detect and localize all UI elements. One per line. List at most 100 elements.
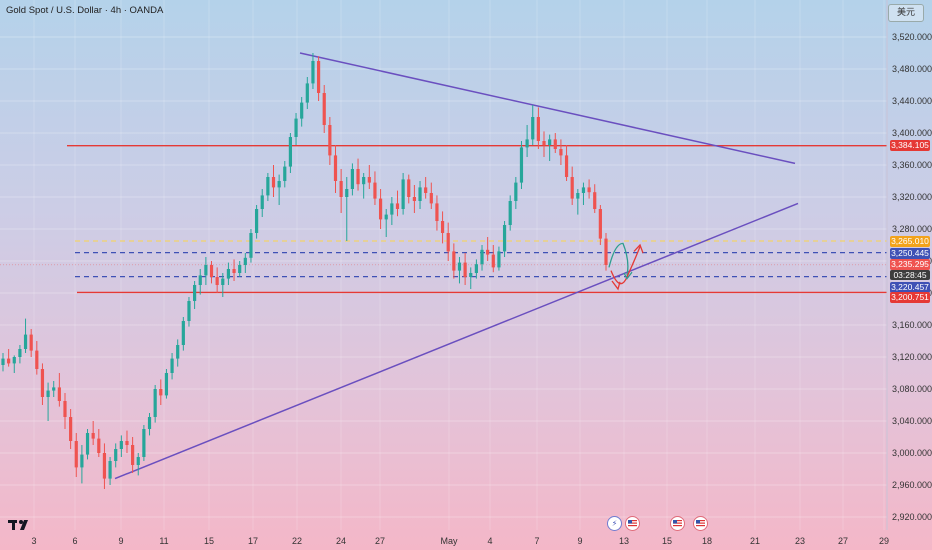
candle-body: [85, 433, 90, 455]
candle-body: [204, 265, 208, 276]
candle: [316, 56, 321, 101]
candle-body: [328, 125, 332, 156]
trendlines: [114, 52, 799, 480]
date-tick-label: 27: [375, 536, 385, 546]
candle: [294, 113, 298, 145]
candle: [170, 353, 174, 380]
candle-body: [412, 197, 416, 201]
candle-body: [486, 249, 490, 255]
candle-body: [519, 147, 524, 183]
candle-body: [266, 177, 270, 196]
candle-body: [125, 441, 129, 445]
candle-body: [587, 187, 591, 193]
candle-body: [367, 177, 371, 183]
candle-body: [548, 139, 552, 145]
candle: [384, 209, 388, 237]
candle-body: [57, 387, 61, 401]
candle: [176, 339, 180, 367]
candle-body: [170, 358, 174, 373]
candle-body: [271, 177, 276, 188]
candle-body: [480, 249, 484, 265]
time-axis[interactable]: 3 6 9 11 15 17 22 24 27 May 4 7 9 13 15 18 21 23 27 29: [31, 536, 889, 546]
candle: [226, 262, 231, 285]
candle: [395, 190, 400, 217]
candle-body: [226, 269, 231, 279]
candle-body: [356, 169, 360, 185]
candle: [339, 169, 343, 213]
price-tag-upper-blue: 3,250.445: [890, 248, 930, 259]
currency-button[interactable]: 美元: [888, 4, 924, 22]
candle-body: [350, 169, 355, 189]
candle: [114, 443, 118, 468]
candle-body: [153, 389, 157, 417]
candle-body: [232, 269, 236, 273]
price-tick-label: 3,520.000: [892, 32, 932, 42]
candle-body: [102, 453, 107, 479]
candle: [97, 429, 101, 457]
tradingview-logo-icon[interactable]: [8, 518, 34, 532]
us-flag-icon[interactable]: [693, 516, 708, 531]
candle: [407, 174, 411, 204]
candle: [1, 353, 5, 372]
candle-body: [176, 345, 180, 359]
candle: [548, 134, 552, 161]
candle: [7, 349, 11, 367]
candle-body: [12, 357, 16, 364]
candle: [125, 430, 129, 453]
candle: [463, 253, 467, 285]
price-tick-label: 3,320.000: [892, 192, 932, 202]
candle-body: [221, 278, 225, 285]
price-tag-current: 3,235.295: [890, 259, 930, 270]
candle: [221, 273, 225, 297]
candle: [311, 53, 315, 89]
candle: [164, 369, 169, 399]
candle-body: [457, 262, 462, 271]
candle: [198, 269, 202, 295]
candle-body: [502, 225, 507, 252]
candle: [424, 177, 428, 199]
candle-body: [238, 265, 242, 273]
candle: [356, 158, 360, 191]
candle: [69, 409, 73, 449]
candle: [570, 166, 574, 205]
candle-body: [531, 117, 535, 140]
candle-body: [469, 273, 473, 277]
date-tick-label: 15: [662, 536, 672, 546]
us-flag-icon[interactable]: [625, 516, 640, 531]
candle: [102, 443, 107, 489]
candle: [119, 435, 123, 457]
candle: [181, 317, 185, 351]
candle: [322, 85, 326, 133]
candle: [283, 161, 287, 188]
candle: [85, 429, 90, 460]
us-flag-icon[interactable]: [670, 516, 685, 531]
candle: [553, 133, 557, 153]
candle: [204, 257, 208, 285]
candle-body: [294, 118, 298, 137]
candle-body: [91, 433, 95, 439]
date-tick-label: 27: [838, 536, 848, 546]
date-tick-label: 29: [879, 536, 889, 546]
candle-body: [440, 221, 445, 233]
price-tick-label: 3,120.000: [892, 352, 932, 362]
candle: [559, 139, 563, 165]
candle-body: [187, 301, 191, 321]
candle: [390, 197, 394, 225]
candle-body: [564, 155, 569, 177]
candle-body: [395, 203, 400, 209]
candle-body: [209, 265, 214, 277]
candle: [147, 413, 152, 436]
candle: [429, 182, 433, 209]
candle-body: [23, 334, 28, 349]
candle-body: [339, 181, 343, 197]
lightning-icon[interactable]: ⚡: [607, 516, 622, 531]
date-tick-label: 7: [534, 536, 539, 546]
candle: [440, 211, 445, 244]
candle: [480, 245, 484, 271]
horizontal-levels: [0, 145, 887, 294]
candle: [249, 229, 253, 263]
candle: [367, 165, 371, 189]
candle: [418, 181, 422, 209]
price-tick-label: 3,000.000: [892, 448, 932, 458]
